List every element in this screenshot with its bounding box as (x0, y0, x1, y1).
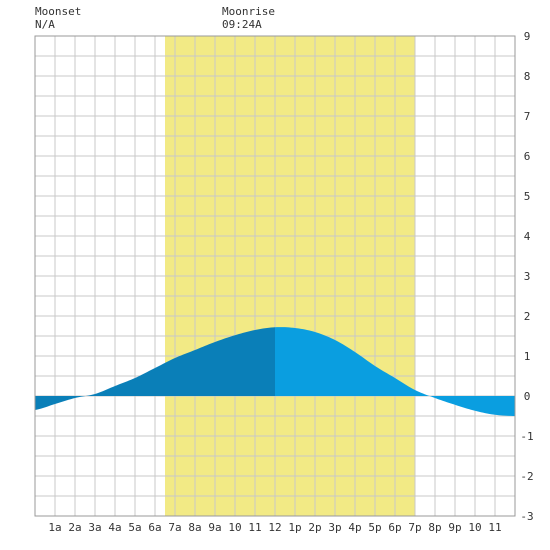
grid-lines (35, 36, 515, 516)
x-tick-label: 7p (408, 521, 421, 534)
y-tick-label: -3 (520, 510, 533, 523)
y-tick-label: 9 (524, 30, 531, 43)
tide-area-falling (275, 327, 515, 416)
y-tick-label: 4 (524, 230, 531, 243)
x-tick-label: 12 (268, 521, 281, 534)
x-tick-label: 3a (88, 521, 101, 534)
y-tick-label: 2 (524, 310, 531, 323)
y-tick-label: -1 (520, 430, 533, 443)
x-tick-label: 2p (308, 521, 321, 534)
x-tick-label: 6a (148, 521, 161, 534)
y-tick-label: 0 (524, 390, 531, 403)
x-axis-labels: 1a 2a 3a 4a 5a 6a 7a 8a 9a 10 11 12 1p 2p 3p 4p 5p 6p 7p 8p… (48, 521, 501, 534)
x-tick-label: 10 (228, 521, 241, 534)
tide-areas (35, 327, 515, 416)
x-tick-label: 4a (108, 521, 121, 534)
y-axis-labels: -3 -2 -1 0 1 2 3 4 5 6 7 8 9 (520, 30, 533, 523)
x-tick-label: 1a (48, 521, 61, 534)
x-tick-label: 11 (488, 521, 501, 534)
moonset-value: N/A (35, 18, 55, 31)
x-tick-label: 1p (288, 521, 301, 534)
x-tick-label: 7a (168, 521, 181, 534)
x-tick-label: 9a (208, 521, 221, 534)
x-tick-label: 11 (248, 521, 261, 534)
x-tick-label: 3p (328, 521, 341, 534)
plot-border (34, 35, 516, 517)
moonset-label: Moonset (35, 5, 82, 18)
x-tick-label: 8p (428, 521, 441, 534)
tide-area-rising (35, 327, 275, 410)
moonrise-label: Moonrise (222, 5, 275, 18)
moonrise-value: 09:24A (222, 18, 262, 31)
y-tick-label: 3 (524, 270, 531, 283)
y-tick-label: 1 (524, 350, 531, 363)
x-tick-label: 5p (368, 521, 381, 534)
x-tick-label: 9p (448, 521, 461, 534)
y-tick-label: 7 (524, 110, 531, 123)
y-tick-label: 5 (524, 190, 531, 203)
x-tick-label: 10 (468, 521, 481, 534)
x-tick-label: 5a (128, 521, 141, 534)
y-tick-label: 6 (524, 150, 531, 163)
x-tick-label: 8a (188, 521, 201, 534)
y-tick-label: -2 (520, 470, 533, 483)
x-tick-label: 6p (388, 521, 401, 534)
x-tick-label: 2a (68, 521, 81, 534)
y-tick-label: 8 (524, 70, 531, 83)
x-tick-label: 4p (348, 521, 361, 534)
